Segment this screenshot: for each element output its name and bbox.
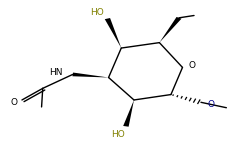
Text: O: O: [188, 61, 195, 70]
Polygon shape: [72, 73, 109, 78]
Polygon shape: [105, 18, 121, 48]
Text: HN: HN: [49, 68, 62, 77]
Polygon shape: [123, 100, 134, 127]
Text: O: O: [208, 100, 215, 109]
Text: HO: HO: [90, 8, 104, 17]
Text: HO: HO: [111, 130, 125, 139]
Text: O: O: [10, 98, 17, 107]
Polygon shape: [159, 17, 182, 43]
